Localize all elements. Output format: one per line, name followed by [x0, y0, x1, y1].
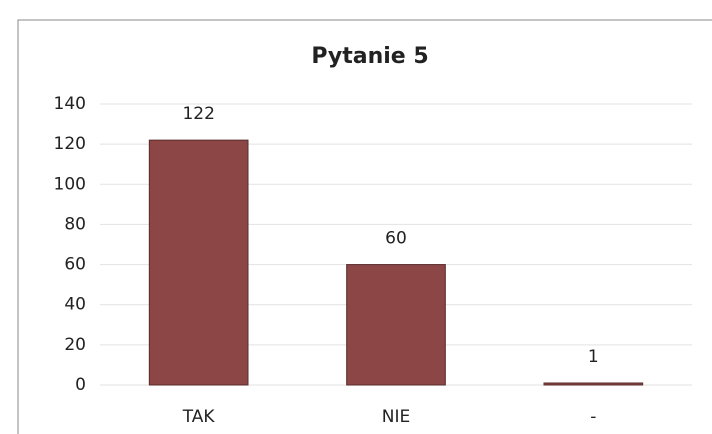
data-label: 1	[588, 347, 599, 367]
y-tick-label: 60	[64, 255, 86, 275]
y-tick-label: 20	[64, 335, 86, 355]
x-tick-label: TAK	[182, 407, 216, 427]
x-tick-label: -	[590, 407, 596, 427]
bar	[148, 139, 249, 386]
data-label: 122	[182, 104, 214, 124]
bar	[543, 382, 644, 386]
data-label: 60	[385, 229, 407, 249]
bar	[346, 264, 446, 386]
y-tick-label: 120	[54, 134, 86, 154]
y-tick-label: 0	[75, 375, 86, 395]
y-tick-label: 140	[54, 94, 86, 114]
y-tick-label: 100	[54, 174, 86, 194]
y-tick-label: 80	[64, 214, 86, 234]
chart-title: Pytanie 5	[311, 44, 428, 69]
y-tick-label: 40	[64, 295, 86, 315]
x-tick-label: NIE	[382, 407, 410, 427]
